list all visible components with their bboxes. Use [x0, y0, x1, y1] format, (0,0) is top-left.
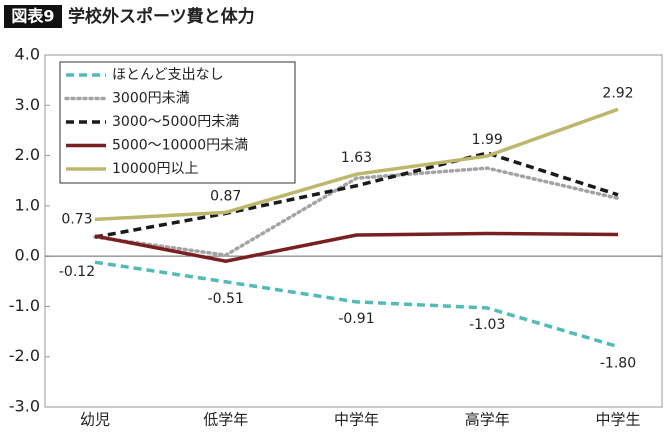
data-label: -0.91 [338, 311, 374, 327]
plot-frame [44, 54, 663, 408]
legend-text: 5000～10000円未満 [112, 138, 248, 154]
x-tick-label: 高学年 [465, 411, 510, 429]
y-tick-label: 4.0 [15, 45, 40, 64]
x-tick-label: 低学年 [203, 411, 248, 429]
data-label: -0.12 [59, 264, 95, 280]
series-line [93, 166, 620, 257]
data-label: 1.63 [341, 150, 372, 166]
y-tick-label: 2.0 [15, 145, 40, 164]
data-label: 2.92 [602, 85, 633, 101]
data-label: -1.03 [469, 317, 505, 333]
y-tick-label: -3.0 [9, 397, 40, 416]
y-tick-label: -2.0 [9, 346, 40, 365]
legend-text: 3000～5000円未満 [112, 114, 239, 130]
legend-text: 3000円未満 [112, 91, 190, 107]
legend-text: 10000円以上 [112, 161, 199, 177]
y-tick-label: 3.0 [15, 95, 40, 114]
series-line [94, 260, 619, 349]
y-tick-label: -1.0 [9, 296, 40, 315]
title-label: 図表9 [11, 7, 54, 26]
data-label: 0.73 [61, 211, 92, 227]
data-label: -1.80 [600, 356, 636, 372]
x-tick-label: 中学生 [595, 411, 640, 429]
series-line [94, 151, 619, 239]
title-badge [4, 5, 62, 28]
data-label: -0.51 [208, 291, 244, 307]
x-tick-label: 中学年 [334, 411, 379, 429]
y-tick-label: 1.0 [15, 195, 40, 214]
data-label: 1.99 [472, 132, 503, 148]
chart-title: 学校外スポーツ費と体力 [68, 6, 255, 27]
legend-text: ほとんど支出なし [112, 67, 224, 83]
series-line [94, 107, 619, 222]
data-label: 0.87 [210, 188, 241, 204]
series-line [94, 231, 619, 263]
y-tick-label: 0.0 [15, 246, 40, 265]
x-tick-label: 幼児 [80, 411, 110, 429]
